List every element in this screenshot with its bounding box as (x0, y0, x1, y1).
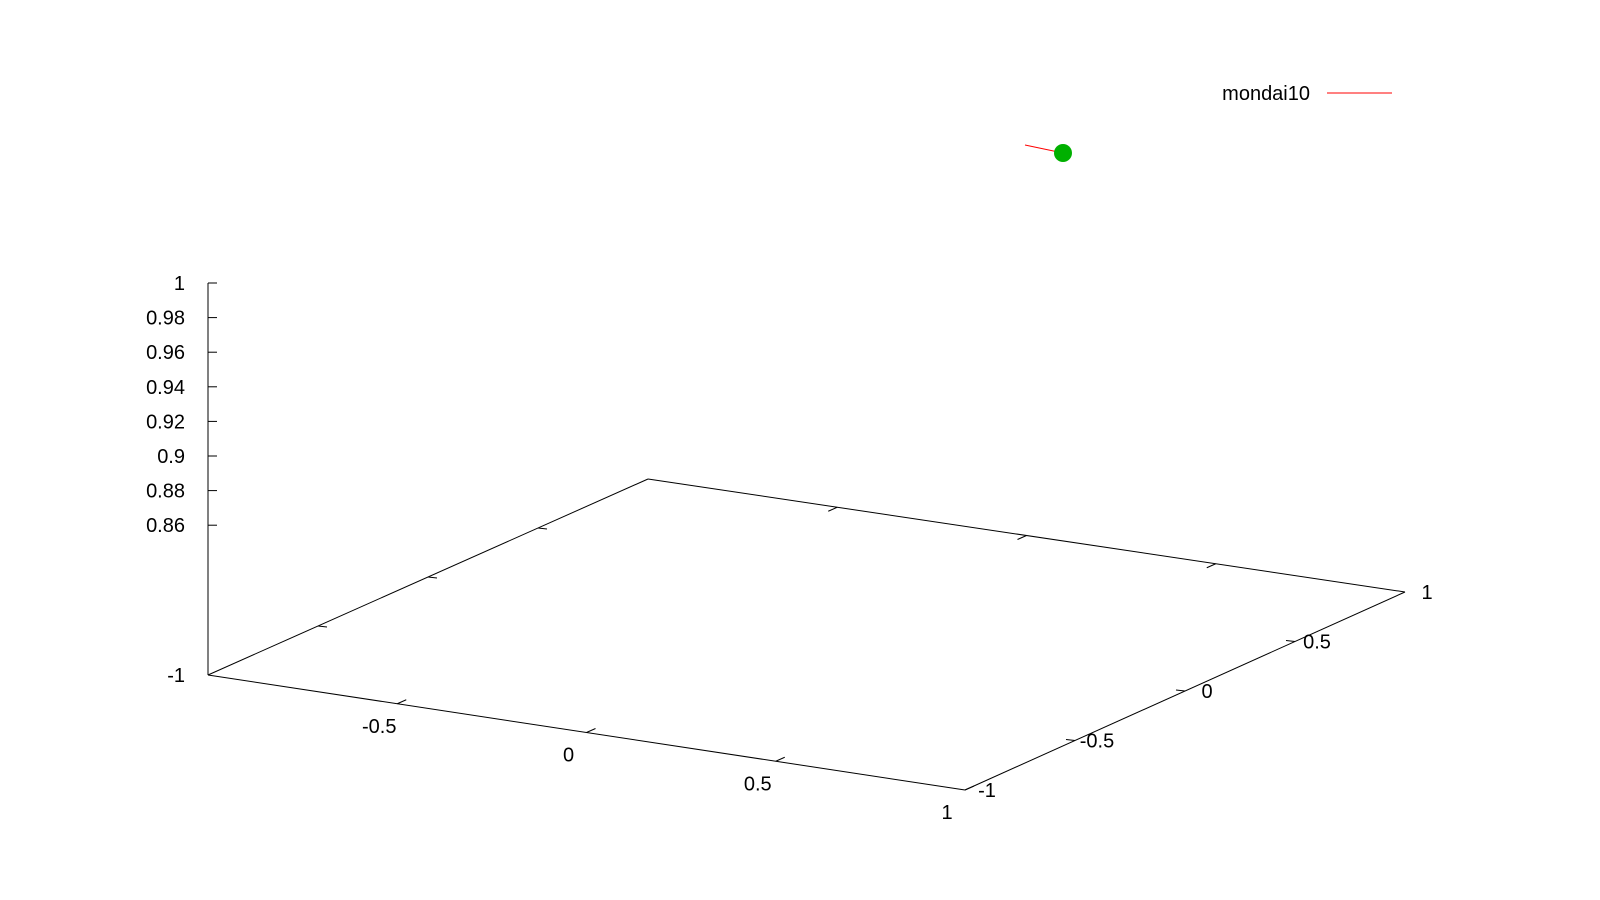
x-ticks: -0.5 0 0.5 1 (362, 700, 974, 824)
z-tick-label: 0.86 (146, 515, 185, 537)
data-point (1054, 144, 1072, 162)
y-tick-label: -1 (978, 780, 996, 802)
y-tick-mark (1176, 690, 1185, 691)
y-tick-label: -0.5 (1080, 731, 1114, 753)
x-tick-mark (587, 729, 596, 733)
y-ticks: -1 -0.5 0 0.5 1 (978, 582, 1432, 802)
x-tick-mark (965, 786, 974, 790)
y-tick-label: 1 (1421, 582, 1432, 604)
z-tick-label: 0.98 (146, 308, 185, 330)
back-y-tick-mark (318, 626, 327, 627)
z-tick-label: 0.92 (146, 411, 185, 433)
legend-label: mondai10 (1222, 83, 1310, 105)
z-tick-label: 0.88 (146, 481, 185, 503)
back-x-tick-mark (828, 507, 837, 511)
y-tick-mark (1066, 740, 1075, 741)
x-tick-label: 0.5 (744, 773, 772, 795)
legend: mondai10 (1222, 83, 1392, 105)
back-y-tick-mark (428, 577, 437, 578)
x-tick-mark (776, 757, 785, 761)
x-tick-label: 0 (563, 745, 574, 767)
back-x-tick-mark (1207, 564, 1216, 568)
y-tick-label: 0.5 (1303, 632, 1331, 654)
back-y-tick-mark (538, 528, 547, 529)
x-tick-label: 1 (941, 802, 952, 824)
x-tick-label: -0.5 (362, 716, 396, 738)
x-tick-mark (397, 700, 406, 704)
z-ticks: -1 0.86 0.88 0.9 0.92 0.94 0.96 0.98 1 (146, 273, 217, 687)
y-tick-label: 0 (1201, 681, 1212, 703)
z-tick-label: 0.96 (146, 342, 185, 364)
z-tick-label: 0.9 (157, 446, 185, 468)
back-x-tick-mark (1018, 536, 1027, 540)
z-tick-label: 1 (174, 273, 185, 295)
z-tick-label: -1 (167, 665, 185, 687)
back-edge-ticks (318, 507, 1216, 627)
z-tick-label: 0.94 (146, 377, 185, 399)
y-tick-mark (1286, 641, 1295, 642)
